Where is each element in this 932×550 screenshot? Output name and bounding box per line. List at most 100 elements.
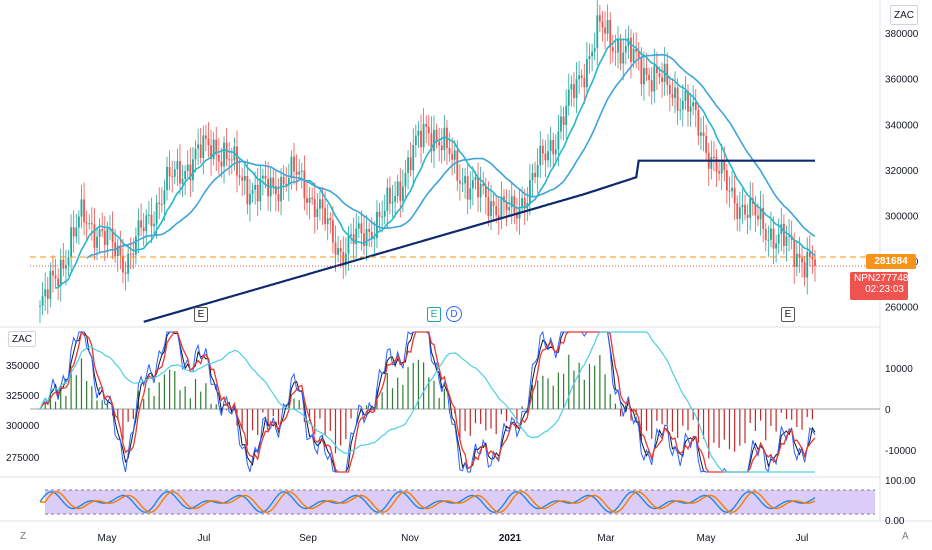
candle-body <box>594 48 596 52</box>
candle-body <box>106 229 108 245</box>
candle-body <box>184 171 186 179</box>
candle-body <box>412 145 414 170</box>
candle-body <box>643 68 645 84</box>
candle-body <box>389 188 391 204</box>
candle-body <box>436 130 438 142</box>
candle-body <box>586 59 588 87</box>
candle-body <box>441 145 443 150</box>
candle-body <box>433 130 435 151</box>
candle-body <box>612 47 614 51</box>
earnings-marker[interactable]: E <box>781 307 795 322</box>
candle-body <box>555 149 557 154</box>
candle-body <box>770 228 772 239</box>
candle-body <box>625 46 627 52</box>
candle-body <box>340 248 342 252</box>
earnings-marker[interactable]: E <box>194 307 208 322</box>
candle-body <box>454 150 456 159</box>
candle-body <box>726 170 728 190</box>
candle-body <box>532 173 534 180</box>
level-price-tag: 281684 <box>866 254 916 269</box>
candle-body <box>205 135 207 138</box>
candle-body <box>86 222 88 223</box>
auto-scale-button[interactable]: A <box>902 531 909 542</box>
time-tick-label: Nov <box>401 533 419 544</box>
candle-body <box>301 171 303 172</box>
candle-body <box>293 157 295 172</box>
candle-body <box>640 58 642 84</box>
candle-body <box>127 254 129 274</box>
price-tick-label: 340000 <box>885 120 919 131</box>
candle-body <box>164 190 166 204</box>
timezone-button[interactable]: Z <box>20 531 26 542</box>
candle-body <box>262 176 264 179</box>
candle-body <box>244 176 246 181</box>
candle-body <box>319 199 321 208</box>
candle-body <box>153 224 155 226</box>
candle-body <box>490 201 492 216</box>
candle-body <box>734 188 736 204</box>
osc-right-tick: 10000 <box>885 364 913 375</box>
dividend-marker[interactable]: D <box>446 306 462 322</box>
symbol-badge-secondary[interactable]: ZAC <box>8 331 36 347</box>
candle-body <box>182 179 184 184</box>
candle-body <box>475 177 477 180</box>
last-price-tag: NPN 277748 02:23:03 <box>850 272 908 300</box>
candle-body <box>329 218 331 220</box>
candle-body <box>710 157 712 169</box>
candle-body <box>568 90 570 106</box>
candle-body <box>337 248 339 255</box>
candle-body <box>814 259 816 266</box>
candle-body <box>583 78 585 87</box>
candle-body <box>672 94 674 97</box>
candle-body <box>303 171 305 199</box>
candle-body <box>773 228 775 248</box>
candle-body <box>809 252 811 257</box>
candle-body <box>472 180 474 188</box>
symbol-badge[interactable]: ZAC <box>890 5 918 25</box>
candle-body <box>742 205 744 207</box>
candle-body <box>793 240 795 267</box>
candle-body <box>249 194 251 205</box>
time-tick-label: Sep <box>299 533 317 544</box>
candle-body <box>591 52 593 56</box>
candle-body <box>713 157 715 158</box>
candle-body <box>213 140 215 160</box>
candle-body <box>373 238 375 239</box>
candle-body <box>280 177 282 201</box>
candle-body <box>407 157 409 173</box>
candle-body <box>179 161 181 183</box>
osc-left-tick: 300000 <box>6 421 40 432</box>
candle-body <box>415 136 417 145</box>
candle-body <box>718 171 720 173</box>
candle-body <box>397 182 399 196</box>
candle-body <box>101 229 103 231</box>
candle-body <box>311 198 313 199</box>
candle-body <box>697 110 699 135</box>
candle-body <box>542 146 544 154</box>
candle-body <box>208 139 210 146</box>
candle-body <box>480 184 482 197</box>
candle-body <box>379 212 381 217</box>
stochastic-pane[interactable] <box>40 490 875 514</box>
candle-body <box>135 236 137 254</box>
candle-body <box>589 56 591 59</box>
candle-body <box>166 167 168 190</box>
osc-right-tick: 0 <box>885 405 891 416</box>
candle-body <box>783 224 785 246</box>
earnings-marker-label: E <box>198 309 205 320</box>
candle-body <box>73 227 75 236</box>
candle-body <box>604 28 606 34</box>
candle-body <box>68 257 70 265</box>
earnings-marker[interactable]: E <box>427 307 441 322</box>
candle-body <box>52 271 54 275</box>
candle-body <box>384 211 386 217</box>
dividend-marker-label: D <box>450 309 457 320</box>
last-price: 277748 <box>875 273 908 284</box>
candle-body <box>316 209 318 217</box>
candle-body <box>778 234 780 243</box>
candle-body <box>721 161 723 173</box>
candle-body <box>143 228 145 232</box>
countdown: 02:23:03 <box>850 284 908 295</box>
candle-body <box>239 175 241 177</box>
